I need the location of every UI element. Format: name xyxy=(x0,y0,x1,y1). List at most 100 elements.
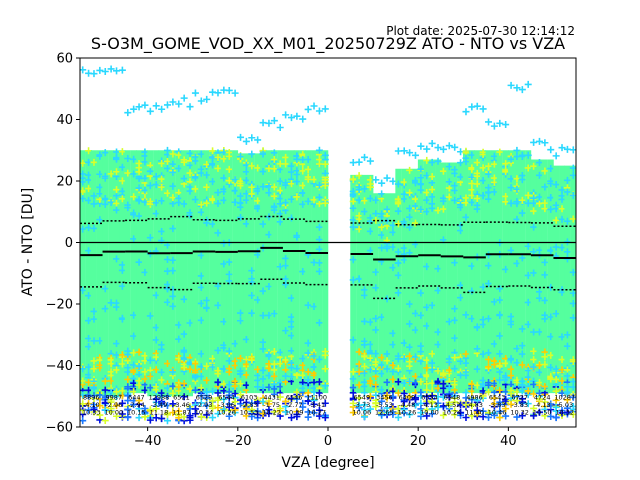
scatter-point xyxy=(507,400,515,408)
scatter-point xyxy=(394,271,402,279)
bin-mean-label: -4.10 xyxy=(83,401,100,409)
scatter-point xyxy=(197,272,205,280)
scatter-point xyxy=(287,294,295,302)
scatter-point xyxy=(169,150,177,158)
scatter-point xyxy=(383,242,391,250)
scatter-point xyxy=(124,347,132,355)
bin-std-label: 10.32 xyxy=(555,409,574,417)
scatter-point xyxy=(502,359,510,367)
scatter-point xyxy=(378,231,386,239)
scatter-point xyxy=(197,399,205,407)
scatter-point xyxy=(473,345,481,353)
scatter-point xyxy=(107,377,115,385)
scatter-point xyxy=(507,355,515,363)
scatter-point xyxy=(315,319,323,327)
scatter-point xyxy=(259,312,267,320)
scatter-point xyxy=(304,105,312,113)
scatter-point xyxy=(406,393,414,401)
scatter-point xyxy=(406,166,414,174)
scatter-point xyxy=(513,259,521,267)
scatter-point xyxy=(315,223,323,231)
scatter-point xyxy=(428,158,436,166)
bin-scatter-group xyxy=(169,94,194,425)
scatter-point xyxy=(535,159,543,167)
scatter-point xyxy=(541,296,549,304)
scatter-point xyxy=(146,182,154,190)
scatter-point xyxy=(225,165,233,173)
scatter-point xyxy=(378,179,386,187)
scatter-point xyxy=(96,151,104,159)
scatter-point xyxy=(259,338,267,346)
scatter-point xyxy=(130,105,138,113)
scatter-point xyxy=(203,183,211,191)
scatter-point xyxy=(389,361,397,369)
scatter-point xyxy=(518,152,526,160)
bin-mean-label: -4.13 xyxy=(421,401,438,409)
scatter-point xyxy=(518,387,526,395)
scatter-point xyxy=(180,200,188,208)
scatter-point xyxy=(214,404,222,412)
scatter-point xyxy=(118,66,126,74)
scatter-point xyxy=(293,365,301,373)
scatter-point xyxy=(158,400,166,408)
scatter-point xyxy=(321,160,329,168)
scatter-point xyxy=(423,145,431,153)
scatter-point xyxy=(428,204,436,212)
scatter-point xyxy=(141,174,149,182)
scatter-point xyxy=(439,145,447,153)
scatter-point xyxy=(552,152,560,160)
scatter-point xyxy=(197,316,205,324)
scatter-point xyxy=(231,382,239,390)
scatter-point xyxy=(113,67,121,75)
scatter-point xyxy=(175,414,183,422)
scatter-point xyxy=(304,197,312,205)
scatter-point xyxy=(158,376,166,384)
scatter-point xyxy=(130,361,138,369)
scatter-point xyxy=(349,336,357,344)
scatter-point xyxy=(96,361,104,369)
x-tick-label: 20 xyxy=(410,434,427,449)
scatter-point xyxy=(299,355,307,363)
scatter-point xyxy=(423,189,431,197)
scatter-point xyxy=(96,216,104,224)
scatter-point xyxy=(485,162,493,170)
scatter-point xyxy=(130,235,138,243)
scatter-point xyxy=(349,204,357,212)
scatter-point xyxy=(254,205,262,213)
scatter-point xyxy=(462,311,470,319)
scatter-point xyxy=(304,349,312,357)
scatter-point xyxy=(158,227,166,235)
scatter-point xyxy=(547,247,555,255)
bin-count-label: 10287 xyxy=(554,393,575,401)
scatter-point xyxy=(383,357,391,365)
scatter-point xyxy=(439,167,447,175)
scatter-point xyxy=(361,185,369,193)
scatter-point xyxy=(496,414,504,422)
scatter-point xyxy=(304,173,312,181)
scatter-point xyxy=(107,396,115,404)
scatter-point xyxy=(349,389,357,397)
scatter-point xyxy=(535,379,543,387)
scatter-point xyxy=(169,168,177,176)
scatter-point xyxy=(406,362,414,370)
scatter-point xyxy=(175,199,183,207)
scatter-point xyxy=(451,365,459,373)
scatter-point xyxy=(361,317,369,325)
scatter-point xyxy=(434,367,442,375)
scatter-point xyxy=(225,412,233,420)
scatter-point xyxy=(237,354,245,362)
scatter-point xyxy=(372,176,380,184)
scatter-point xyxy=(315,245,323,253)
scatter-point xyxy=(423,156,431,164)
scatter-point xyxy=(462,350,470,358)
scatter-point xyxy=(473,205,481,213)
scatter-point xyxy=(101,392,109,400)
scatter-point xyxy=(496,362,504,370)
scatter-point xyxy=(242,335,250,343)
scatter-point xyxy=(237,380,245,388)
scatter-point xyxy=(355,275,363,283)
scatter-point xyxy=(152,210,160,218)
scatter-point xyxy=(304,376,312,384)
x-axis-label: VZA [degree] xyxy=(281,455,374,471)
scatter-point xyxy=(310,400,318,408)
